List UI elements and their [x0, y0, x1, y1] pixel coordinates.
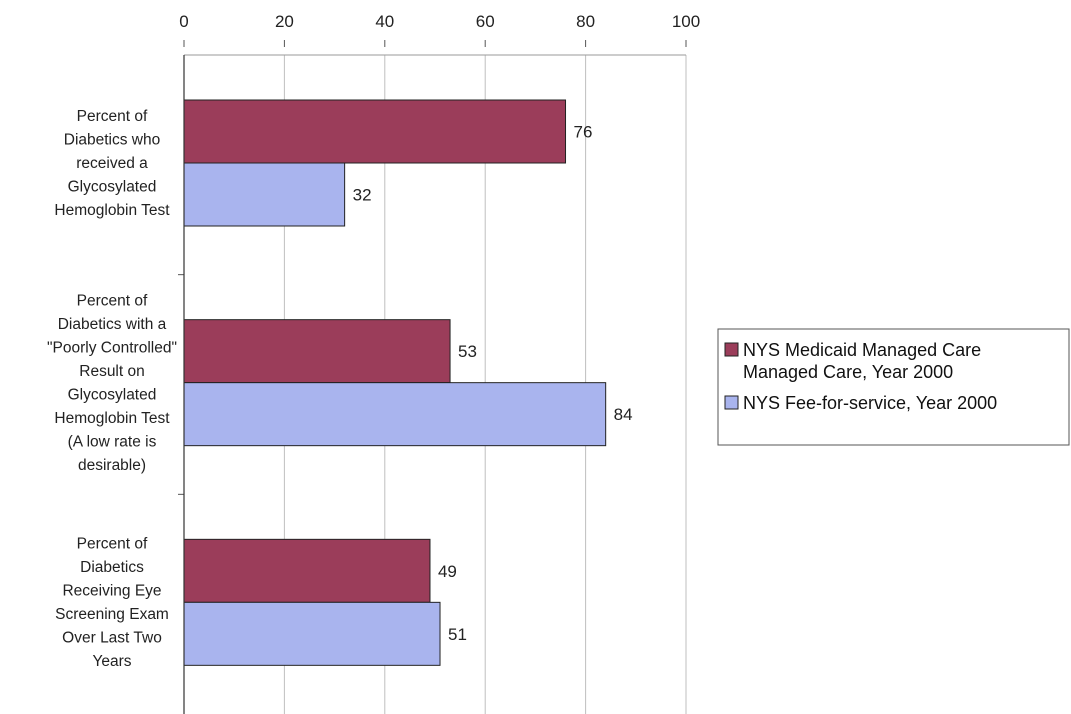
bar [183, 538, 431, 603]
category-label: Percent of Diabetics who received a Glycosy… [54, 108, 170, 219]
legend: NYS Medicaid Managed Care Managed Care, Y… [717, 328, 1070, 446]
x-tick-label: 80 [576, 12, 595, 31]
legend-entry-label: NYS Medicaid Managed Care Managed Care, Y… [743, 340, 981, 382]
data-label: 49 [438, 562, 457, 581]
bar [183, 601, 441, 666]
x-tick-label: 100 [672, 12, 700, 31]
category-label: Percent of Diabetics with a "Poorly Contro… [47, 292, 177, 474]
category-label: Percent of Diabetics Receiving Eye Screenin… [55, 536, 169, 671]
legend-entry-label: NYS Fee-for-service, Year 2000 [743, 393, 997, 413]
axes: 0 20 40 60 80 100 [178, 12, 700, 714]
data-label: 51 [448, 625, 467, 644]
data-label: 53 [458, 342, 477, 361]
bar [183, 319, 451, 384]
bar [183, 162, 346, 227]
data-label: 84 [614, 405, 633, 424]
legend-swatch [724, 395, 739, 410]
x-tick-label: 20 [275, 12, 294, 31]
x-tick-label: 60 [476, 12, 495, 31]
x-tick-label: 40 [375, 12, 394, 31]
legend-box [717, 328, 1070, 446]
labels: 76 32 Percent of Diabetics who received a Gly… [47, 108, 633, 670]
bar [183, 382, 607, 447]
bar [183, 99, 567, 164]
bars [183, 99, 607, 666]
legend-swatch [724, 342, 739, 357]
data-label: 32 [353, 186, 372, 205]
x-tick-label: 0 [179, 12, 188, 31]
data-label: 76 [574, 123, 593, 142]
